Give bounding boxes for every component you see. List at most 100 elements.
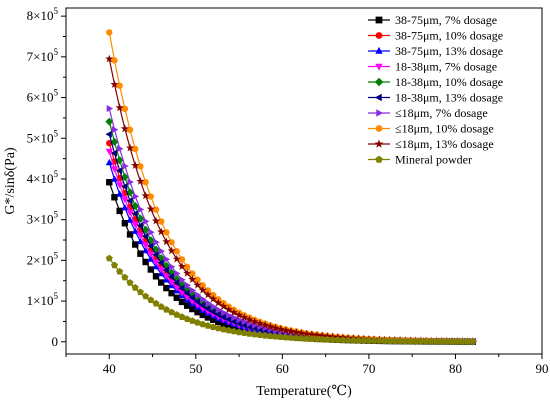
data-point — [136, 177, 145, 185]
data-point — [215, 306, 223, 314]
series-line — [108, 162, 473, 343]
data-point — [132, 241, 139, 248]
data-point — [120, 124, 129, 133]
x-axis-label: Temperature(℃) — [256, 384, 352, 399]
data-point — [401, 337, 409, 345]
data-point — [131, 227, 139, 234]
data-point — [142, 246, 150, 254]
legend-marker — [375, 125, 383, 132]
data-point — [215, 318, 222, 326]
data-point — [142, 242, 150, 249]
data-point — [349, 336, 357, 344]
data-point — [225, 322, 232, 329]
data-point — [184, 281, 191, 289]
legend-item: 18-38μm, 13% dosage — [368, 91, 503, 105]
data-point — [271, 332, 279, 340]
data-point — [198, 301, 206, 309]
data-point — [220, 320, 227, 327]
data-point — [152, 262, 160, 270]
data-point — [318, 335, 326, 343]
legend-label: ≤18μm, 10% dosage — [395, 122, 494, 136]
data-point — [121, 105, 129, 113]
legend-label: 18-38μm, 7% dosage — [395, 60, 497, 74]
legend-item: ≤18μm, 10% dosage — [368, 122, 494, 136]
data-point — [391, 337, 399, 345]
y-tick-label: 6×105 — [27, 88, 59, 105]
data-point — [121, 204, 129, 211]
x-tick-label: 80 — [449, 361, 462, 376]
data-point — [308, 335, 316, 342]
legend-label: 38-75μm, 13% dosage — [395, 44, 503, 58]
data-point — [250, 317, 259, 326]
data-point — [142, 178, 149, 186]
y-tick-label: 1×105 — [27, 291, 59, 308]
data-point — [163, 229, 170, 236]
data-point — [183, 302, 191, 309]
data-point — [158, 279, 165, 286]
data-point — [137, 250, 144, 257]
data-point — [178, 284, 185, 292]
data-point — [453, 337, 461, 345]
data-point — [168, 279, 176, 286]
y-axis-label: G*/sinδ(Pa) — [3, 147, 18, 215]
data-point — [323, 335, 331, 343]
data-point — [287, 334, 295, 341]
y-tick-label: 2×105 — [27, 250, 59, 267]
data-point — [224, 305, 233, 314]
data-point — [370, 337, 378, 344]
data-point — [136, 288, 144, 296]
x-axis: 40 50 60 70 80 90 — [65, 354, 549, 376]
data-point — [261, 331, 269, 339]
series-line — [108, 142, 473, 343]
data-point — [158, 218, 165, 225]
data-point — [407, 337, 414, 345]
data-point — [203, 290, 212, 299]
data-point — [132, 192, 140, 200]
data-point — [131, 210, 138, 218]
data-point — [162, 266, 169, 274]
data-point — [163, 284, 170, 292]
data-point — [292, 334, 300, 342]
data-point — [116, 267, 124, 275]
data-point — [256, 331, 264, 338]
data-point — [136, 232, 144, 239]
data-point — [240, 329, 248, 336]
data-point — [106, 29, 113, 36]
data-point — [136, 237, 144, 245]
data-point — [448, 337, 456, 345]
data-point — [162, 273, 170, 280]
y-tick-label: 7×105 — [27, 47, 59, 64]
data-point — [174, 270, 181, 277]
data-point — [121, 220, 129, 227]
x-tick-label: 90 — [536, 361, 549, 376]
legend-item: 38-75μm, 13% dosage — [368, 44, 503, 58]
data-point — [111, 261, 118, 269]
data-point — [204, 322, 212, 329]
data-point — [121, 183, 128, 190]
data-point — [126, 197, 133, 205]
data-point — [219, 313, 227, 321]
data-point — [125, 143, 135, 152]
data-point — [126, 231, 134, 238]
legend-label: 18-38μm, 13% dosage — [395, 91, 503, 105]
data-point — [141, 232, 149, 240]
data-point — [173, 311, 181, 318]
data-point — [168, 289, 175, 297]
data-point — [116, 82, 123, 89]
legend-marker — [375, 155, 383, 163]
data-point — [106, 105, 114, 113]
data-point — [240, 313, 249, 322]
data-point — [183, 268, 192, 277]
data-point — [147, 242, 154, 250]
data-point — [355, 336, 362, 344]
data-point — [235, 310, 244, 319]
data-point — [169, 263, 176, 271]
data-point — [204, 314, 212, 321]
data-point — [236, 316, 243, 324]
data-point — [235, 319, 242, 327]
data-point — [230, 327, 238, 335]
data-point — [360, 336, 368, 344]
data-point — [297, 334, 305, 342]
data-point — [111, 194, 118, 201]
data-point — [210, 303, 217, 311]
